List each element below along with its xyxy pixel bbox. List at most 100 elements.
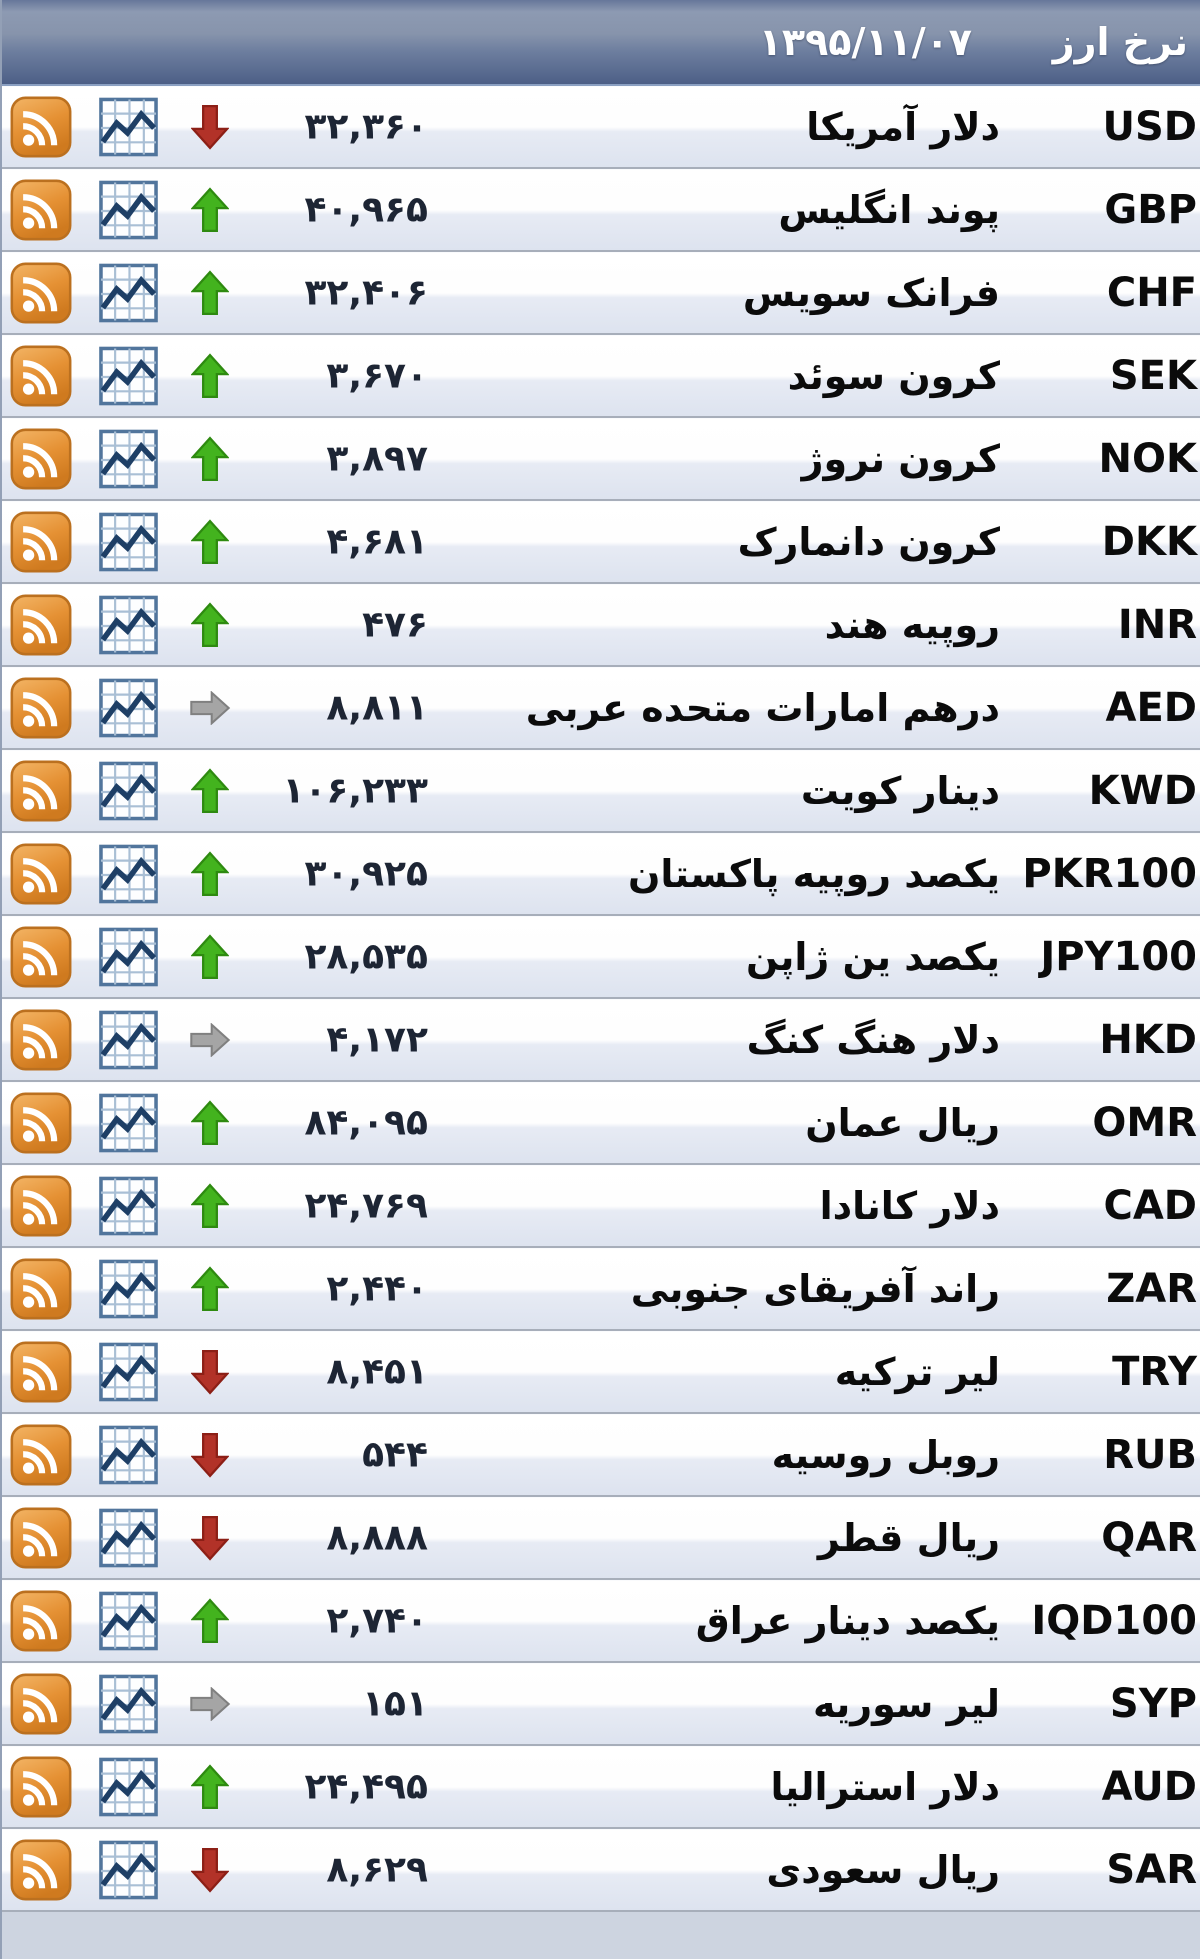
arrow-right-icon xyxy=(190,1023,231,1057)
table-row[interactable]: ۵۴۴ روبل روسیه RUB xyxy=(2,1414,1200,1497)
price-history-chart-icon[interactable] xyxy=(99,595,158,655)
currency-name: دینار کویت xyxy=(800,769,1000,813)
arrow-up-icon xyxy=(191,1100,229,1146)
currency-code: TRY xyxy=(1112,1349,1197,1395)
currency-name: کرون سوئد xyxy=(787,354,1000,398)
table-row[interactable]: ۲,۴۴۰ راند آفریقای جنوبی ZAR xyxy=(2,1248,1200,1331)
rss-feed-icon[interactable] xyxy=(10,676,72,740)
table-row[interactable]: ۲۸,۵۳۵ یکصد ین ژاپن JPY100 xyxy=(2,916,1200,999)
price-history-chart-icon[interactable] xyxy=(99,1508,158,1568)
rss-feed-icon[interactable] xyxy=(10,759,72,823)
trend-indicator xyxy=(186,517,234,567)
currency-name: راند آفریقای جنوبی xyxy=(630,1267,1000,1311)
rss-feed-icon[interactable] xyxy=(10,925,72,989)
currency-name: دلار استرالیا xyxy=(770,1765,1000,1809)
table-row[interactable]: ۱۰۶,۲۳۳ دینار کویت KWD xyxy=(2,750,1200,833)
trend-indicator xyxy=(186,1181,234,1231)
price-history-chart-icon[interactable] xyxy=(99,512,158,572)
rates-table: ۳۲,۳۶۰ دلار آمریکا USD xyxy=(2,86,1200,1912)
trend-indicator xyxy=(186,932,234,982)
table-row[interactable]: ۳,۸۹۷ کرون نروژ NOK xyxy=(2,418,1200,501)
table-row[interactable]: ۴۰,۹۶۵ پوند انگلیس GBP xyxy=(2,169,1200,252)
price-history-chart-icon[interactable] xyxy=(99,761,158,821)
table-row[interactable]: ۲۴,۷۶۹ دلار کانادا CAD xyxy=(2,1165,1200,1248)
table-row[interactable]: ۸,۸۸۸ ریال قطر QAR xyxy=(2,1497,1200,1580)
rss-feed-icon[interactable] xyxy=(10,178,72,242)
currency-code: OMR xyxy=(1092,1100,1197,1146)
price-history-chart-icon[interactable] xyxy=(99,1093,158,1153)
rss-feed-icon[interactable] xyxy=(10,1506,72,1570)
rss-feed-icon[interactable] xyxy=(10,95,72,159)
currency-code: IQD100 xyxy=(1031,1598,1197,1644)
rss-feed-icon[interactable] xyxy=(10,427,72,491)
table-row[interactable]: ۴,۱۷۲ دلار هنگ کنگ HKD xyxy=(2,999,1200,1082)
arrow-up-icon xyxy=(191,353,229,399)
price-history-chart-icon[interactable] xyxy=(99,1010,158,1070)
rss-feed-icon[interactable] xyxy=(10,344,72,408)
table-row[interactable]: ۸۴,۰۹۵ ریال عمان OMR xyxy=(2,1082,1200,1165)
trend-indicator xyxy=(186,1015,234,1065)
rate-value: ۸,۶۲۹ xyxy=(326,1849,428,1891)
price-history-chart-icon[interactable] xyxy=(99,1425,158,1485)
rss-feed-icon[interactable] xyxy=(10,510,72,574)
currency-code: CHF xyxy=(1106,270,1197,316)
trend-indicator xyxy=(186,434,234,484)
rate-value: ۴۷۶ xyxy=(362,604,428,646)
price-history-chart-icon[interactable] xyxy=(99,678,158,738)
rss-feed-icon[interactable] xyxy=(10,842,72,906)
rss-feed-icon[interactable] xyxy=(10,1257,72,1321)
rss-feed-icon[interactable] xyxy=(10,1755,72,1819)
rate-value: ۲۸,۵۳۵ xyxy=(304,936,428,978)
price-history-chart-icon[interactable] xyxy=(99,180,158,240)
rate-value: ۳۲,۴۰۶ xyxy=(304,272,428,314)
rate-value: ۱۵۱ xyxy=(362,1683,428,1725)
price-history-chart-icon[interactable] xyxy=(99,1259,158,1319)
currency-name: ریال عمان xyxy=(805,1101,1000,1145)
table-row[interactable]: ۱۵۱ لیر سوریه SYP xyxy=(2,1663,1200,1746)
price-history-chart-icon[interactable] xyxy=(99,1674,158,1734)
arrow-up-icon xyxy=(191,768,229,814)
price-history-chart-icon[interactable] xyxy=(99,346,158,406)
table-row[interactable]: ۳,۶۷۰ کرون سوئد SEK xyxy=(2,335,1200,418)
table-row[interactable]: ۴۷۶ روپیه هند INR xyxy=(2,584,1200,667)
table-row[interactable]: ۲۴,۴۹۵ دلار استرالیا AUD xyxy=(2,1746,1200,1829)
table-row[interactable]: ۴,۶۸۱ کرون دانمارک DKK xyxy=(2,501,1200,584)
price-history-chart-icon[interactable] xyxy=(99,1840,158,1900)
price-history-chart-icon[interactable] xyxy=(99,429,158,489)
rss-feed-icon[interactable] xyxy=(10,1672,72,1736)
rss-feed-icon[interactable] xyxy=(10,1589,72,1653)
price-history-chart-icon[interactable] xyxy=(99,1591,158,1651)
trend-indicator xyxy=(186,1513,234,1563)
price-history-chart-icon[interactable] xyxy=(99,1176,158,1236)
arrow-down-icon xyxy=(191,104,229,150)
rss-feed-icon[interactable] xyxy=(10,1838,72,1902)
currency-name: روبل روسیه xyxy=(771,1433,1000,1477)
rss-feed-icon[interactable] xyxy=(10,1340,72,1404)
table-row[interactable]: ۸,۸۱۱ درهم امارات متحده عربی AED xyxy=(2,667,1200,750)
trend-indicator xyxy=(186,849,234,899)
price-history-chart-icon[interactable] xyxy=(99,263,158,323)
price-history-chart-icon[interactable] xyxy=(99,1757,158,1817)
table-row[interactable]: ۳۲,۴۰۶ فرانک سویس CHF xyxy=(2,252,1200,335)
price-history-chart-icon[interactable] xyxy=(99,1342,158,1402)
table-row[interactable]: ۳۰,۹۲۵ یکصد روپیه پاکستان PKR100 xyxy=(2,833,1200,916)
rate-value: ۳,۶۷۰ xyxy=(326,355,428,397)
rss-feed-icon[interactable] xyxy=(10,593,72,657)
table-row[interactable]: ۳۲,۳۶۰ دلار آمریکا USD xyxy=(2,86,1200,169)
rate-value: ۳۲,۳۶۰ xyxy=(304,106,428,148)
currency-name: ریال سعودی xyxy=(766,1848,1000,1892)
price-history-chart-icon[interactable] xyxy=(99,97,158,157)
price-history-chart-icon[interactable] xyxy=(99,927,158,987)
price-history-chart-icon[interactable] xyxy=(99,844,158,904)
trend-indicator xyxy=(186,1596,234,1646)
currency-name: کرون دانمارک xyxy=(737,520,1000,564)
table-row[interactable]: ۲,۷۴۰ یکصد دینار عراق IQD100 xyxy=(2,1580,1200,1663)
rss-feed-icon[interactable] xyxy=(10,261,72,325)
rss-feed-icon[interactable] xyxy=(10,1423,72,1487)
rss-feed-icon[interactable] xyxy=(10,1091,72,1155)
rate-value: ۸,۸۱۱ xyxy=(326,687,428,729)
rss-feed-icon[interactable] xyxy=(10,1174,72,1238)
table-row[interactable]: ۸,۶۲۹ ریال سعودی SAR xyxy=(2,1829,1200,1912)
table-row[interactable]: ۸,۴۵۱ لیر ترکیه TRY xyxy=(2,1331,1200,1414)
rss-feed-icon[interactable] xyxy=(10,1008,72,1072)
